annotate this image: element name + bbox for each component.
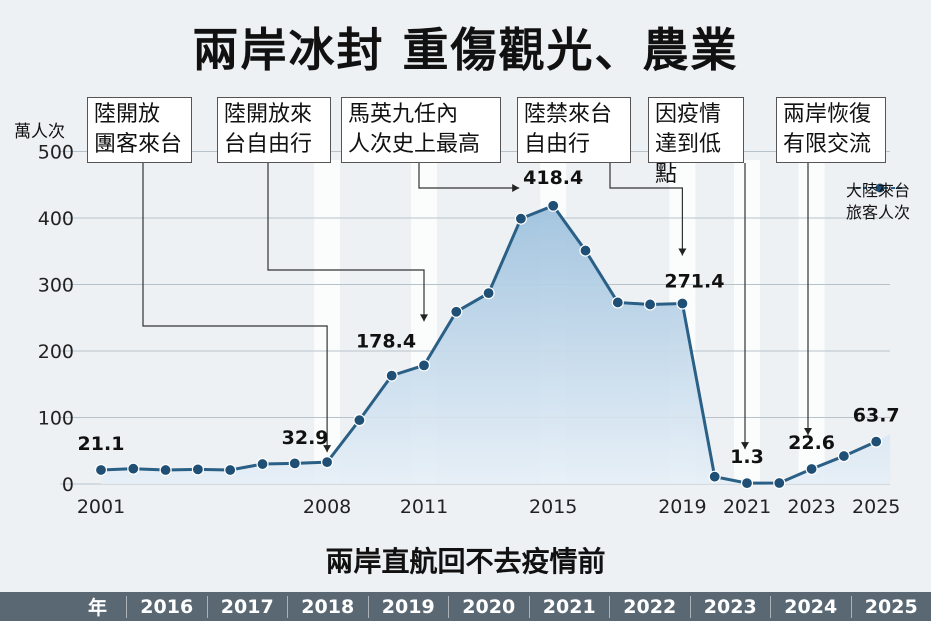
- year-bar: 年 2016 2017 2018 2019 2020 2021 2022 202…: [0, 592, 931, 621]
- y-tick-label: 500: [38, 142, 74, 164]
- year-bar-item: 2018: [287, 595, 368, 618]
- chart-title: 兩岸冰封 重傷觀光、農業: [192, 23, 739, 77]
- data-point: [191, 463, 204, 476]
- legend-label: 大陸來台 旅客人次: [845, 181, 910, 222]
- annotation-box: 陸開放來 台自由行: [217, 97, 331, 163]
- data-point: [514, 212, 528, 225]
- y-tick-label: 400: [38, 208, 74, 230]
- data-point: [837, 449, 851, 463]
- data-point: [482, 287, 495, 300]
- data-point: [643, 298, 657, 311]
- year-bar-item: 2025: [850, 595, 931, 618]
- year-bar-item: 2017: [206, 595, 288, 618]
- data-label: 271.4: [664, 271, 724, 293]
- data-point: [417, 359, 431, 372]
- annotation-arrow: [804, 427, 812, 435]
- year-bar-item: 2023: [689, 595, 771, 618]
- annotation-box: 兩岸恢復 有限交流: [776, 97, 886, 163]
- data-point: [547, 199, 560, 212]
- data-label: 63.7: [853, 405, 900, 427]
- annotation-arrow: [678, 248, 687, 256]
- data-point: [353, 414, 366, 427]
- annotation-box: 因疫情 達到低點: [648, 97, 744, 187]
- annotation-connector: [418, 163, 520, 189]
- data-point: [94, 463, 108, 477]
- year-bar-item: 2019: [367, 595, 449, 618]
- year-bar-item: 2020: [448, 595, 529, 618]
- annotation-box: 陸禁來台 自由行: [517, 97, 631, 163]
- data-label: 178.4: [356, 330, 416, 352]
- year-bar-item: 2021: [528, 595, 610, 618]
- data-point: [708, 470, 721, 483]
- data-point: [773, 476, 786, 490]
- y-tick-label: 200: [38, 341, 74, 363]
- data-label: 1.3: [730, 446, 764, 468]
- annotation-arrow: [323, 445, 332, 453]
- data-label: 22.6: [788, 432, 835, 454]
- annotation-arrow: [512, 184, 520, 192]
- data-point: [288, 457, 301, 470]
- data-label: 21.1: [78, 433, 125, 455]
- annotation-connector: [267, 163, 425, 322]
- data-point: [870, 435, 883, 448]
- data-point: [256, 457, 269, 471]
- x-tick-label: 2008: [303, 496, 351, 518]
- year-bar-item: 2022: [609, 595, 690, 618]
- annotation-connector: [609, 163, 683, 256]
- data-label: 32.9: [282, 427, 329, 449]
- annotation-box: 陸開放 團客來台: [87, 97, 192, 163]
- chart-subtitle: 兩岸直航回不去疫情前: [325, 545, 606, 578]
- y-tick-label: 300: [38, 275, 74, 297]
- data-point: [224, 463, 237, 477]
- data-point: [579, 244, 592, 257]
- annotation-box: 馬英九任內 人次史上最高: [341, 97, 501, 163]
- x-tick-label: 2001: [77, 496, 125, 518]
- y-tick-label: 100: [38, 408, 74, 430]
- x-tick-label: 2019: [658, 496, 706, 518]
- annotation-arrow: [741, 442, 749, 450]
- y-axis-unit: 萬人次: [14, 122, 65, 142]
- data-point: [127, 462, 140, 475]
- x-tick-label: 2011: [400, 496, 448, 518]
- x-tick-label: 2021: [723, 496, 771, 518]
- annotation-connector: [142, 163, 328, 453]
- annotation-arrow: [420, 314, 428, 322]
- x-tick-label: 2025: [852, 496, 900, 518]
- data-label: 418.4: [523, 167, 583, 189]
- data-point: [611, 296, 624, 309]
- series-area: [101, 205, 891, 484]
- highlight-band: [734, 160, 760, 484]
- data-point: [740, 477, 754, 490]
- year-bar-item: 2024: [770, 595, 851, 618]
- highlight-band: [798, 160, 825, 484]
- data-point: [321, 456, 334, 469]
- data-point: [450, 305, 463, 318]
- legend-marker: [875, 183, 885, 193]
- x-tick-label: 2023: [787, 496, 835, 518]
- year-bar-label: 年: [88, 597, 108, 619]
- y-tick-label: 0: [62, 474, 74, 496]
- data-point: [805, 462, 818, 476]
- year-bar-item: 2016: [126, 595, 207, 618]
- x-tick-label: 2015: [529, 496, 577, 518]
- data-point: [159, 463, 172, 477]
- data-point: [676, 297, 689, 310]
- data-point: [385, 369, 398, 382]
